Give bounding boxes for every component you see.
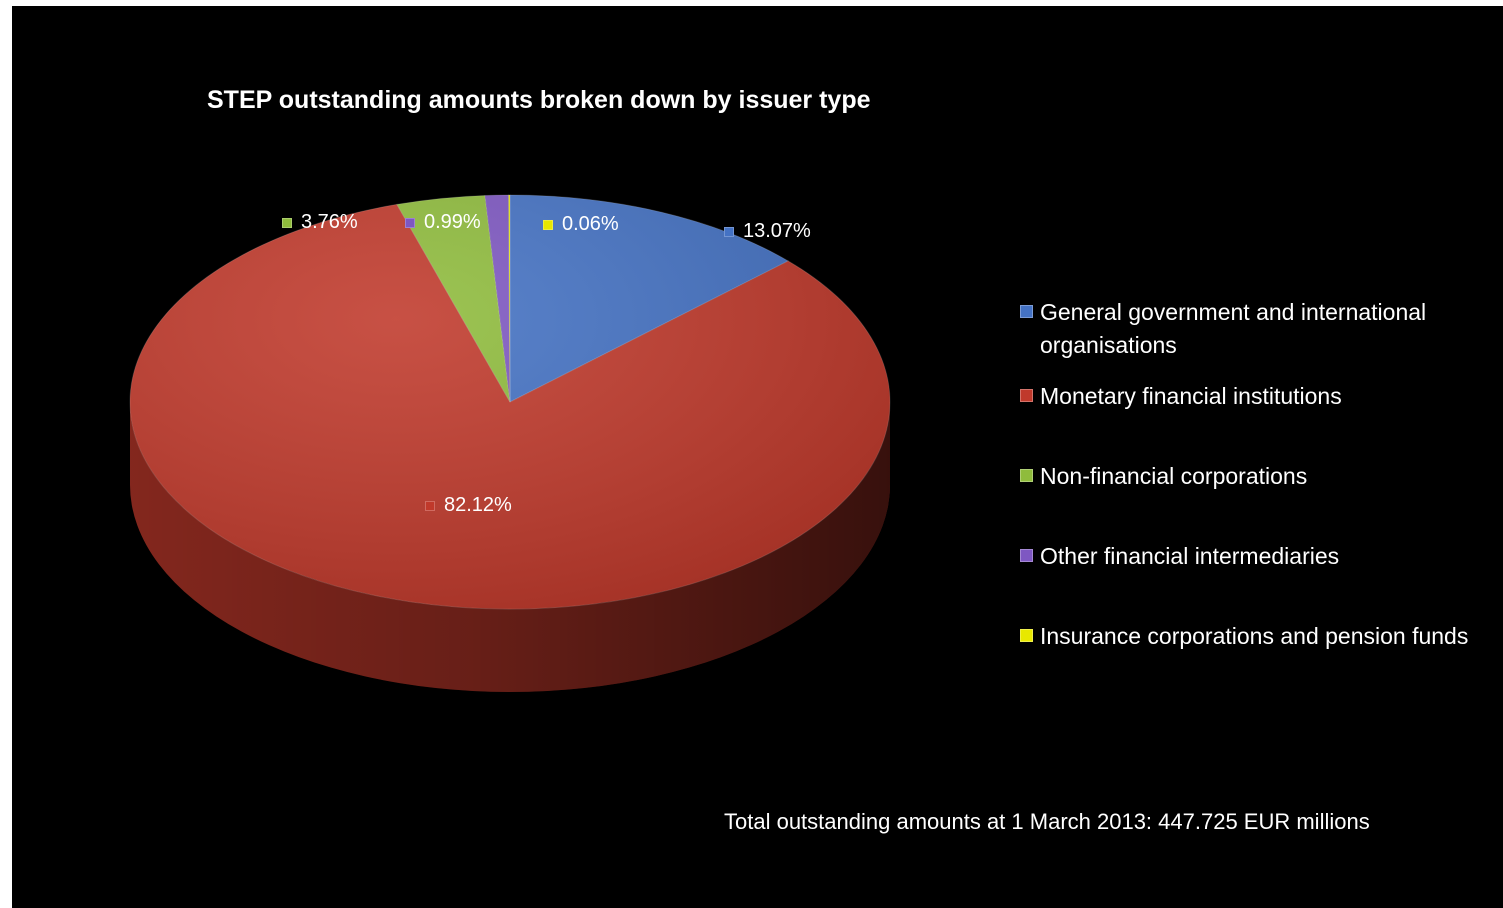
legend-label: General government and international org…: [1040, 299, 1427, 358]
pie-side-shade: [130, 402, 890, 692]
data-label-monetary-financial-institutions: 82.12%: [425, 494, 512, 517]
legend-item-insurance-corporations-and-pension-funds: Insurance corporations and pension funds: [1020, 620, 1500, 653]
label-marker: [724, 226, 734, 237]
pie-top-shade: [130, 195, 890, 609]
label-marker: [425, 500, 435, 511]
pie-chart: [129, 194, 891, 692]
chart-title: STEP outstanding amounts broken down by …: [207, 86, 871, 114]
legend-label: Non-financial corporations: [1040, 463, 1308, 489]
legend-label: Other financial intermediaries: [1040, 543, 1340, 569]
legend-swatch: [1020, 305, 1033, 318]
legend-swatch: [1020, 549, 1033, 562]
legend-item-non-financial-corporations: Non-financial corporations: [1020, 460, 1500, 493]
legend-swatch: [1020, 389, 1033, 402]
label-marker: [543, 219, 553, 230]
legend-swatch: [1020, 629, 1033, 642]
legend-swatch: [1020, 469, 1033, 482]
total-note: Total outstanding amounts at 1 March 201…: [724, 809, 1370, 834]
legend-label: Monetary financial institutions: [1040, 383, 1342, 409]
label-marker: [405, 217, 415, 228]
data-label-insurance-corporations-and-pension-funds: 0.06%: [543, 213, 619, 236]
data-label-text: 0.99%: [424, 211, 481, 233]
legend-item-monetary-financial-institutions: Monetary financial institutions: [1020, 380, 1500, 413]
data-label-text: 3.76%: [301, 211, 358, 233]
legend-item-other-financial-intermediaries: Other financial intermediaries: [1020, 540, 1500, 573]
legend-label: Insurance corporations and pension funds: [1040, 623, 1469, 649]
data-label-text: 0.06%: [562, 213, 619, 235]
legend-item-general-government-and-international-organisations: General government and international org…: [1020, 296, 1500, 362]
label-marker: [282, 217, 292, 228]
chart-frame: STEP outstanding amounts broken down by …: [12, 6, 1503, 908]
data-label-text: 82.12%: [444, 494, 512, 516]
data-label-non-financial-corporations: 3.76%: [282, 211, 358, 234]
data-label-general-government-and-international-organisations: 13.07%: [724, 220, 811, 243]
data-label-text: 13.07%: [743, 220, 811, 242]
data-label-other-financial-intermediaries: 0.99%: [405, 211, 481, 234]
